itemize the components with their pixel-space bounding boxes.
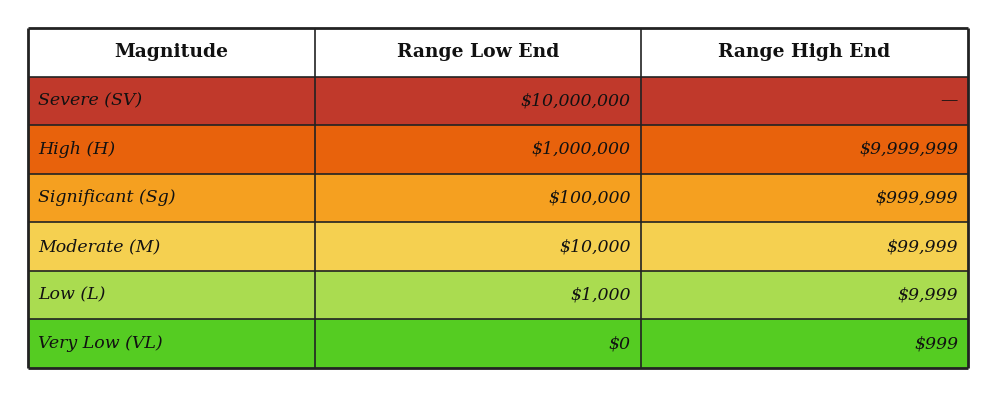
Bar [641, 174, 968, 222]
Bar [28, 222, 315, 271]
Bar [28, 77, 315, 125]
Bar [28, 174, 315, 222]
Bar [641, 125, 968, 174]
Bar [641, 271, 968, 320]
Text: Significant (Sg): Significant (Sg) [38, 190, 176, 207]
Bar [315, 125, 641, 174]
Bar [315, 77, 641, 125]
Bar [641, 222, 968, 271]
Bar [28, 125, 315, 174]
Text: Range Low End: Range Low End [397, 43, 559, 61]
Text: $99,999: $99,999 [886, 238, 958, 255]
Bar [28, 271, 315, 320]
Text: High (H): High (H) [38, 141, 115, 158]
Bar [315, 174, 641, 222]
Text: $9,999,999: $9,999,999 [859, 141, 958, 158]
Text: Magnitude: Magnitude [114, 43, 228, 61]
Text: Severe (SV): Severe (SV) [38, 92, 142, 109]
Text: $10,000: $10,000 [559, 238, 631, 255]
Bar [315, 222, 641, 271]
Bar [641, 320, 968, 368]
Text: $0: $0 [609, 335, 631, 352]
Bar [641, 28, 968, 77]
Text: $1,000,000: $1,000,000 [532, 141, 631, 158]
Text: $999,999: $999,999 [876, 190, 958, 207]
Text: —: — [941, 92, 958, 109]
Bar [315, 28, 641, 77]
Text: Very Low (VL): Very Low (VL) [38, 335, 163, 352]
Text: $1,000: $1,000 [570, 287, 631, 304]
Text: $999: $999 [914, 335, 958, 352]
Bar [315, 271, 641, 320]
Bar [641, 77, 968, 125]
Bar [315, 320, 641, 368]
Text: $100,000: $100,000 [548, 190, 631, 207]
Text: Range High End: Range High End [718, 43, 891, 61]
Bar [28, 320, 315, 368]
Bar [28, 28, 315, 77]
Text: $9,999: $9,999 [897, 287, 958, 304]
Text: Low (L): Low (L) [38, 287, 105, 304]
Text: $10,000,000: $10,000,000 [521, 92, 631, 109]
Text: Moderate (M): Moderate (M) [38, 238, 160, 255]
